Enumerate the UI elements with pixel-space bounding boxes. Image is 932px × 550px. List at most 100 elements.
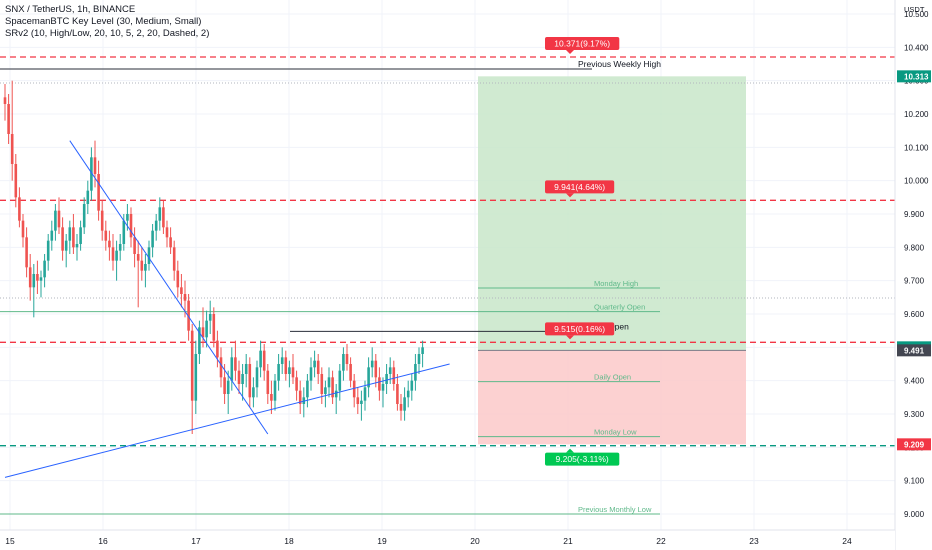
candle-body[interactable]: [7, 104, 10, 134]
candle-body[interactable]: [331, 377, 334, 398]
candle-body[interactable]: [223, 377, 226, 394]
candle-body[interactable]: [68, 227, 72, 241]
candle-body[interactable]: [327, 377, 331, 388]
candle-body[interactable]: [226, 380, 230, 394]
candle-body[interactable]: [309, 367, 313, 381]
position-profit-zone[interactable]: [478, 76, 746, 351]
candle-body[interactable]: [266, 370, 270, 394]
candle-body[interactable]: [360, 400, 363, 404]
candle-body[interactable]: [136, 254, 140, 261]
candle-body[interactable]: [93, 157, 97, 174]
candle-body[interactable]: [378, 377, 381, 391]
candle-body[interactable]: [291, 367, 295, 378]
candle-body[interactable]: [172, 247, 176, 271]
candle-body[interactable]: [176, 270, 180, 288]
candle-body[interactable]: [21, 220, 25, 238]
candle-body[interactable]: [392, 367, 396, 384]
candle-body[interactable]: [198, 327, 201, 354]
sr-level-badge[interactable]: [545, 452, 620, 466]
candle-body[interactable]: [345, 354, 349, 364]
currency-label[interactable]: USDT: [904, 5, 925, 14]
candle-body[interactable]: [126, 214, 129, 221]
candle-body[interactable]: [295, 377, 298, 391]
candle-body[interactable]: [241, 374, 244, 384]
candle-body[interactable]: [352, 380, 356, 398]
candle-body[interactable]: [90, 157, 93, 191]
candle-body[interactable]: [270, 394, 273, 401]
trend-line[interactable]: [69, 140, 269, 435]
sr-level-badge[interactable]: [545, 180, 615, 194]
candle-body[interactable]: [108, 240, 111, 248]
candle-body[interactable]: [316, 360, 320, 374]
candle-body[interactable]: [363, 387, 367, 401]
candle-body[interactable]: [324, 387, 327, 394]
candle-body[interactable]: [147, 247, 151, 264]
candle-body[interactable]: [14, 164, 18, 198]
candle-body[interactable]: [280, 357, 284, 364]
candle-body[interactable]: [388, 367, 392, 374]
candle-body[interactable]: [381, 384, 385, 391]
candle-body[interactable]: [28, 267, 32, 288]
candle-body[interactable]: [208, 314, 212, 321]
candle-body[interactable]: [367, 367, 370, 388]
candle-body[interactable]: [410, 380, 414, 391]
candle-body[interactable]: [3, 97, 7, 104]
candle-body[interactable]: [151, 230, 154, 248]
candle-body[interactable]: [118, 244, 122, 251]
trend-line[interactable]: [4, 363, 450, 478]
candle-body[interactable]: [421, 347, 424, 354]
symbol-title[interactable]: SNX / TetherUS, 1h, BINANCE: [5, 4, 136, 15]
candle-body[interactable]: [100, 210, 104, 231]
candle-body[interactable]: [190, 330, 194, 401]
candle-body[interactable]: [252, 387, 255, 398]
candle-body[interactable]: [133, 237, 136, 254]
candle-body[interactable]: [338, 370, 342, 391]
candle-body[interactable]: [158, 207, 162, 221]
candle-body[interactable]: [342, 354, 345, 371]
candle-body[interactable]: [288, 367, 291, 374]
candle-body[interactable]: [72, 227, 75, 248]
candle-body[interactable]: [162, 207, 165, 228]
candle-body[interactable]: [298, 390, 302, 404]
candle-body[interactable]: [273, 380, 277, 401]
candle-body[interactable]: [140, 260, 144, 271]
candle-body[interactable]: [216, 340, 219, 358]
candle-body[interactable]: [262, 350, 266, 371]
candle-body[interactable]: [144, 264, 147, 271]
sr-level-badge[interactable]: [545, 322, 615, 336]
candle-body[interactable]: [194, 354, 198, 401]
candle-body[interactable]: [115, 250, 118, 261]
indicator-spaceman-key-level[interactable]: SpacemanBTC Key Level (30, Medium, Small…: [5, 16, 202, 27]
candle-body[interactable]: [104, 230, 108, 241]
candle-body[interactable]: [165, 227, 169, 238]
candle-body[interactable]: [86, 190, 90, 204]
time-axis[interactable]: [0, 530, 895, 550]
candle-body[interactable]: [205, 320, 208, 338]
candle-body[interactable]: [396, 384, 399, 404]
position-loss-zone[interactable]: [478, 350, 746, 445]
candle-body[interactable]: [385, 374, 388, 384]
sr-level-badge[interactable]: [545, 37, 620, 50]
candle-body[interactable]: [180, 287, 183, 294]
candle-body[interactable]: [43, 260, 46, 278]
candle-body[interactable]: [36, 274, 39, 281]
candle-body[interactable]: [32, 274, 36, 288]
candle-body[interactable]: [277, 364, 280, 381]
candle-body[interactable]: [169, 237, 172, 248]
candle-body[interactable]: [349, 364, 352, 381]
candle-body[interactable]: [111, 247, 115, 261]
candle-body[interactable]: [129, 214, 133, 238]
candle-body[interactable]: [46, 240, 50, 261]
candle-body[interactable]: [237, 370, 241, 384]
candle-body[interactable]: [244, 364, 248, 374]
candle-body[interactable]: [406, 390, 410, 398]
candle-body[interactable]: [417, 354, 421, 364]
candle-body[interactable]: [374, 360, 378, 378]
candle-body[interactable]: [39, 277, 43, 281]
candle-body[interactable]: [248, 364, 252, 398]
candle-body[interactable]: [64, 240, 68, 251]
candle-body[interactable]: [183, 294, 187, 301]
candle-body[interactable]: [259, 350, 262, 368]
candle-body[interactable]: [54, 210, 57, 231]
